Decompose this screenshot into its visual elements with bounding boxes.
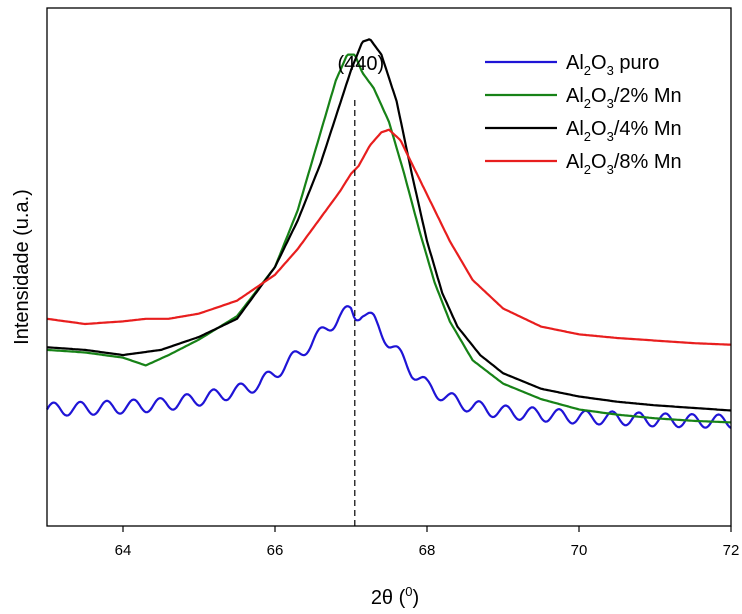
x-axis-title: 2θ (0) (371, 584, 419, 609)
y-axis-title: Intensidade (u.a.) (11, 189, 33, 345)
peak-annotation: (440) (337, 53, 384, 75)
x-tick-label: 68 (419, 542, 436, 559)
plot-lines (46, 38, 732, 429)
series-line-3 (46, 38, 732, 412)
series-line-2 (46, 53, 732, 424)
legend-label-2: Al2O3/2% Mn (566, 85, 682, 111)
x-tick-label: 72 (723, 542, 740, 559)
plot-frame (46, 7, 732, 527)
legend-label-4: Al2O3/8% Mn (566, 151, 682, 177)
x-axis-title-main: 2θ ( (371, 587, 406, 609)
x-axis-title-end: ) (413, 587, 420, 609)
legend-label-1: Al2O3 puro (566, 52, 659, 78)
series-line-4 (46, 128, 732, 346)
x-tick-label: 70 (571, 542, 588, 559)
x-axis-title-sup: 0 (405, 584, 412, 599)
legend: Al2O3 puro Al2O3/2% Mn Al2O3/4% Mn Al2O3/8%… (485, 52, 682, 177)
x-axis-ticks: 64 66 68 70 72 (115, 526, 740, 559)
series-line-1 (46, 305, 732, 429)
x-tick-label: 66 (267, 542, 284, 559)
legend-label-3: Al2O3/4% Mn (566, 118, 682, 144)
x-tick-label: 64 (115, 542, 132, 559)
